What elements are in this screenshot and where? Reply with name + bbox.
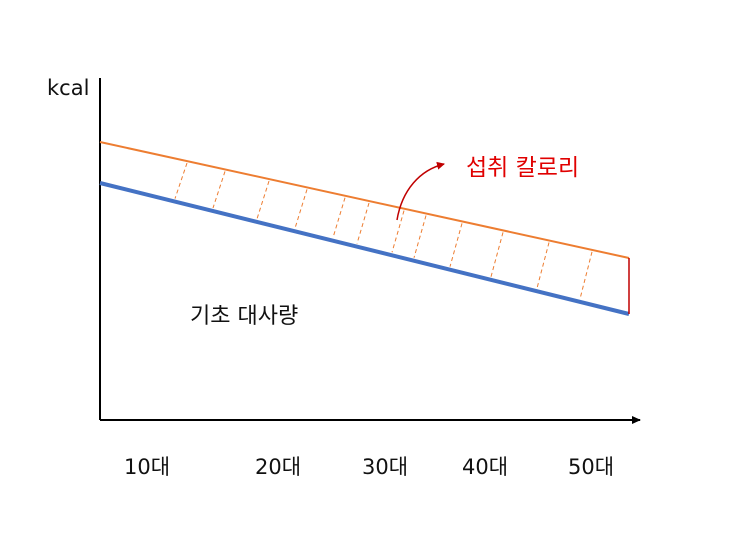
bmr-label: 기초 대사량 — [190, 304, 299, 329]
x-tick-label: 10대 — [123, 455, 171, 479]
gap-hatch-group — [174, 162, 593, 299]
gap-hatch-line — [536, 242, 550, 289]
gap-hatch-line — [294, 189, 308, 229]
intake-calorie-line — [99, 141, 630, 259]
curved-arrow-icon — [396, 161, 445, 221]
gap-hatch-line — [391, 210, 405, 253]
gap-hatch-line — [449, 223, 463, 267]
x-tick-label: 20대 — [254, 455, 302, 479]
gap-hatch-line — [332, 197, 346, 238]
x-tick-label: 40대 — [461, 455, 509, 479]
gap-hatch-line — [212, 171, 226, 209]
bmr-line — [99, 181, 630, 316]
gap-hatch-line — [174, 162, 188, 199]
gap-hatch-line — [490, 232, 504, 277]
gap-hatch-line — [256, 180, 270, 220]
intake-calorie-label: 섭취 칼로리 — [466, 155, 580, 181]
gap-hatch-line — [579, 251, 593, 299]
x-tick-label: 30대 — [361, 455, 409, 479]
y-axis-label: kcal — [47, 76, 90, 100]
gap-hatch-line — [413, 215, 427, 258]
x-tick-label: 50대 — [567, 455, 615, 479]
gap-hatch-line — [356, 202, 370, 244]
